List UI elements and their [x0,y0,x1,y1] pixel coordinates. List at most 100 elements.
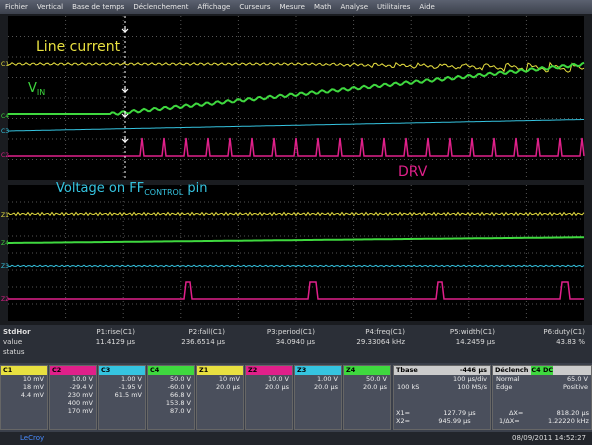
annotation-sub: CONTROL [144,188,184,197]
channel-setting: 20.0 µs [313,383,338,391]
timebase-label: Tbase [396,366,418,374]
channel-setting: 4.4 mV [20,391,44,399]
channel-setting: -60.0 V [167,383,191,391]
channel-label: C4 [148,366,194,375]
channel-label: C1 [1,366,47,375]
trigger-box[interactable]: Déclench C4 DC Normal 65.0 V Edge Positive [492,365,592,430]
setting-value: 1/ΔX= [498,417,520,425]
channel-tag: C1 [1,61,9,68]
channel-panel: C1 10 mV 18 mV 4.4 mV C2 10.0 V -29.4 V 230 mV 4… [0,365,592,432]
channel-label: Z3 [295,366,341,375]
trace-c4 [8,61,585,116]
measure-name: P6:duty(C1) [543,328,585,336]
menu-bar: Fichier Vertical Base de temps Déclenchemen… [0,0,592,14]
menu-item[interactable]: Déclenchement [133,3,189,11]
channel-setting: 50.0 V [366,375,387,383]
timebase-box[interactable]: Tbase -446 µs 100 µs/div 100 kS 100 MS/s [393,365,491,430]
trace-z3 [7,264,585,268]
channel-setting: 10.0 V [268,375,289,383]
channel-setting: 10.0 V [72,375,93,383]
channel-tag: C3 [1,128,9,135]
trace-z1 [7,211,585,217]
setting-row: Normal 65.0 V [493,375,591,383]
measurement-table: StdHor value status P1:rise(C1) 11.4129 µs P2… [0,325,592,363]
channel-setting: 400 mV [67,399,93,407]
trace-c2 [8,137,585,157]
channel-setting: 1.00 V [317,375,338,383]
measure-name: P4:freq(C1) [365,328,405,336]
menu-item[interactable]: Vertical [36,3,64,11]
setting-value: Positive [562,383,588,391]
channel-box[interactable]: C4 50.0 V -60.0 V 66.8 V 153.8 V 87.0 V [147,365,195,430]
channel-setting: 61.5 mV [114,391,142,399]
measure-name: P1:rise(C1) [96,328,135,336]
channel-box[interactable]: C1 10 mV 18 mV 4.4 mV [0,365,48,430]
setting-value: Edge [496,383,513,391]
channel-tag: Z3 [1,263,9,270]
trace-z2 [8,281,584,300]
channel-tag: Z2 [1,296,9,303]
channel-label: Z1 [197,366,243,375]
setting-value: X2= [396,417,411,425]
channel-label: Z2 [246,366,292,375]
menu-item[interactable]: Utilitaires [377,3,411,11]
menu-item[interactable]: Fichier [5,3,28,11]
setting-value: 100 µs/div [453,375,487,383]
measure-value: 11.4129 µs [95,338,135,346]
menu-item[interactable]: Math [313,3,332,11]
measure-value: 14.2459 µs [455,338,495,346]
channel-box[interactable]: Z3 1.00 V 20.0 µs [294,365,342,430]
setting-value: ΔX= [508,409,524,417]
channel-label: Z4 [344,366,390,375]
channel-setting: 1.00 V [121,375,142,383]
channel-box[interactable]: C3 1.00 V -1.95 V 61.5 mV [98,365,146,430]
channel-box[interactable]: Z2 10.0 V 20.0 µs [245,365,293,430]
channel-label: C3 [99,366,145,375]
annotation: VIN [28,81,45,97]
setting-value: 100 MS/s [457,383,487,391]
channel-setting: 10 mV [218,375,240,383]
annotation: DRV [398,164,428,180]
annotation-part: pin [183,181,207,196]
measure-value: 29.33064 kHz [356,338,405,346]
annotation-part: V [28,81,37,96]
channel-box[interactable]: Z1 10 mV 20.0 µs [196,365,244,430]
menu-item[interactable]: Analyse [340,3,369,11]
timebase-offset: -446 µs [459,366,487,374]
status-bar: LeCroy 08/09/2011 14:52:27 [0,432,592,445]
setting-value: 1.22220 kHz [547,417,589,425]
setting-value: 65.0 V [567,375,588,383]
menu-item[interactable]: Aide [419,3,435,11]
channel-label: C2 [50,366,96,375]
menu-item[interactable]: Base de temps [72,3,125,11]
channel-tag: Z4 [1,240,9,247]
setting-row: 100 kS 100 MS/s [394,383,490,391]
setting-value: 818.20 µs [556,409,589,417]
channel-setting: 170 mV [67,407,93,415]
channel-setting: 153.8 V [165,399,191,407]
setting-value: 127.79 µs [443,409,476,417]
measure-value: 34.0940 µs [275,338,315,346]
menu-item[interactable]: Affichage [197,3,231,11]
measure-value: 236.6514 µs [181,338,225,346]
annotation: Voltage on FFCONTROL pin [56,181,208,197]
row-label: value [3,338,23,346]
channel-setting: 20.0 µs [215,383,240,391]
channel-setting: 230 mV [67,391,93,399]
channel-tag: C4 [1,113,9,120]
waveform-display: C1 C4 C3 C2 Z1 Z4 Z3 Z2 Line current VIN DRV Voltag… [0,14,592,325]
setting-row: 100 µs/div [394,375,490,383]
menu-item[interactable]: Curseurs [239,3,271,11]
channel-box[interactable]: Z4 50.0 V 20.0 µs [343,365,391,430]
setting-row: Edge Positive [493,383,591,391]
channel-box[interactable]: C2 10.0 V -29.4 V 230 mV 400 mV 170 mV [49,365,97,430]
setting-value: 100 kS [397,383,420,391]
channel-setting: 20.0 µs [264,383,289,391]
setting-value: 945.99 µs [438,417,471,425]
cursor-readout: X1= 127.79 µs ΔX= 818.20 µs X2= 945.99 µs 1/ΔX… [393,409,592,425]
menu-item[interactable]: Mesure [279,3,305,11]
datetime: 08/09/2011 14:52:27 [511,434,586,442]
channel-setting: 50.0 V [170,375,191,383]
trigger-header: Déclench C4 DC [493,366,591,375]
